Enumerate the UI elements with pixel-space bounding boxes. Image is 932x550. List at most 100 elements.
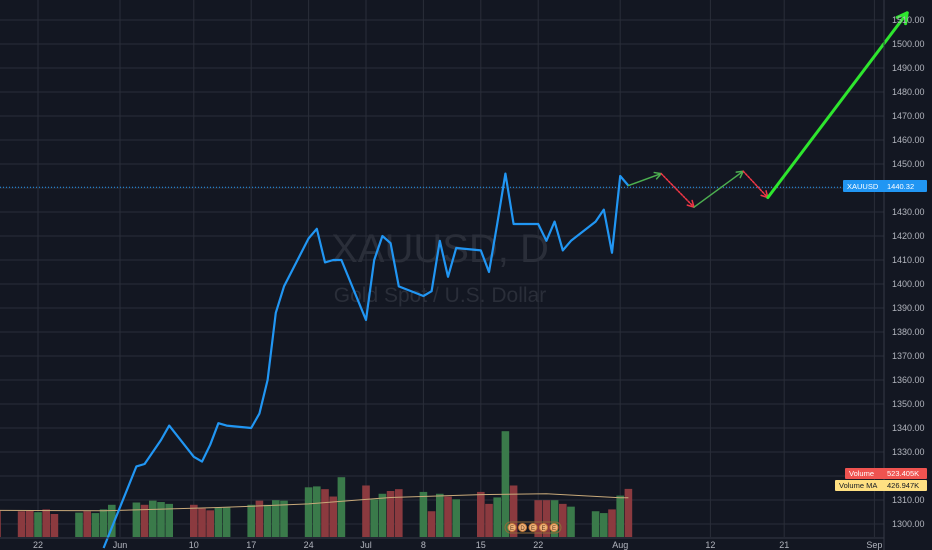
event-marker-label: E [541,526,545,532]
y-tick-label: 1500.00 [892,39,925,49]
projection-arrow-down[interactable] [660,172,695,208]
volume-ma-badge [835,480,927,491]
y-tick-label: 1430.00 [892,207,925,217]
volume-badge [845,468,927,479]
x-tick-label: 21 [779,540,789,550]
volume-bar [485,503,493,537]
y-tick-label: 1370.00 [892,351,925,361]
event-marker-label: E [552,526,556,532]
volume-bar [165,503,173,537]
volume-badge-label: Volume [849,469,874,478]
volume-bar [329,496,337,537]
grid [0,0,884,537]
volume-bar [550,500,559,537]
volume-bar [600,513,608,537]
watermark-description: Gold Spot / U.S. Dollar [334,284,546,307]
volume-bar [386,491,395,537]
volume-bar [42,509,50,537]
price-badge [843,180,927,192]
volume-bar [567,506,575,537]
volume-bar [509,485,518,537]
event-marker-label: D [520,526,525,532]
volume-bar [452,499,460,537]
x-tick-label: Aug [612,540,628,550]
projection-arrowhead [895,11,909,26]
x-tick-label: Jul [360,540,372,550]
volume-ma-line [0,493,629,512]
volume-bar [247,504,255,537]
x-tick-label: 12 [705,540,715,550]
axis-badges: XAUUSD 1440.32 Volume 523.405K Volume MA… [835,180,927,491]
y-tick-label: 1460.00 [892,135,925,145]
y-tick-label: 1480.00 [892,87,925,97]
y-tick-label: 1470.00 [892,111,925,121]
x-tick-label: 10 [189,540,199,550]
volume-bar [616,495,624,537]
projection-arrow-up[interactable] [693,170,744,208]
volume-bar [419,491,428,537]
volume-bar [304,487,313,537]
volume-bar [337,477,346,537]
x-tick-label: 24 [304,540,314,550]
event-marker[interactable] [528,523,538,532]
x-tick-label: 22 [33,540,43,550]
volume-bar [378,493,387,537]
volume-bar [477,491,485,537]
volume-badge-value: 523.405K [887,469,919,478]
y-tick-label: 1350.00 [892,399,925,409]
y-tick-label: 1400.00 [892,279,925,289]
volume-bar [608,509,616,537]
volume-bar [214,507,223,537]
x-tick-label: 15 [476,540,486,550]
volume-bar [436,493,444,537]
volume-bar [34,512,42,537]
volume-bar [157,502,165,537]
volume-bar [559,503,567,537]
volume-bar [427,511,436,537]
price-line[interactable] [102,172,630,549]
volume-ma-badge-label: Volume MA [839,481,877,490]
projection-arrow-up[interactable] [627,172,662,187]
volume-bar [26,510,34,537]
event-marker[interactable] [518,523,527,532]
x-axis[interactable]: 22Jun101724Jul81522Aug1221Sep1630Oc [0,537,932,550]
event-marker[interactable] [539,523,548,532]
volume-bar [190,504,198,537]
y-tick-label: 1490.00 [892,63,925,73]
volume-bar [313,486,321,537]
y-tick-label: 1380.00 [892,327,925,337]
volume-bar [132,502,141,537]
event-marker[interactable] [549,523,559,532]
y-tick-label: 1330.00 [892,447,925,457]
event-marker-group[interactable] [504,521,562,534]
volume-bar [272,500,280,537]
volume-bar [493,497,501,537]
volume-bar [263,504,272,537]
volume-bar [75,512,83,537]
watermark: XAUUSD, D Gold Spot / U.S. Dollar [331,227,549,307]
event-marker[interactable] [507,523,517,532]
volume-bar [222,507,231,537]
volume-bar [198,508,206,537]
y-tick-label: 1510.00 [892,15,925,25]
y-tick-label: 1390.00 [892,303,925,313]
price-badge-symbol: XAUUSD [847,182,879,191]
volume-bar [591,511,600,537]
volume-bar [280,500,288,537]
volume-bar [99,509,108,537]
volume-ma-badge-value: 426.947K [887,481,919,490]
volume-bar [321,489,329,537]
volume-bar [255,500,264,537]
y-tick-label: 1420.00 [892,231,925,241]
volume-bar [0,510,1,537]
volume-bar [108,504,116,537]
y-tick-label: 1450.00 [892,159,925,169]
projection-arrow-down[interactable] [742,170,769,199]
volume-bar [624,488,633,537]
event-marker-label: E [510,526,514,532]
y-tick-label: 1410.00 [892,255,925,265]
